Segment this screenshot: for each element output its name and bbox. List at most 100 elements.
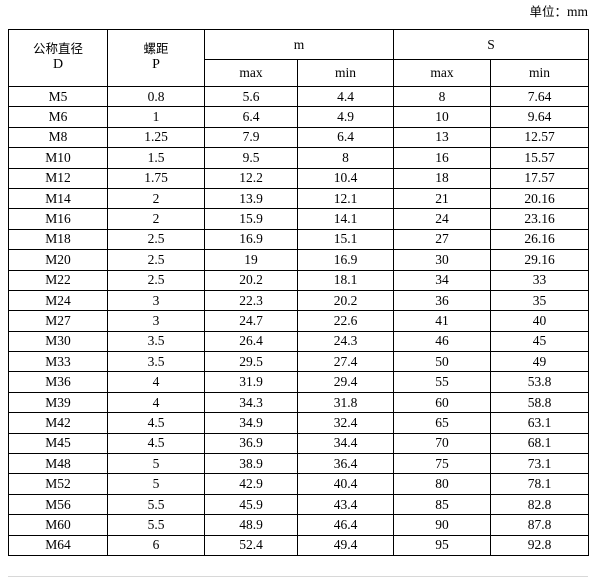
cell-nominal-diameter: M39: [8, 391, 108, 414]
cell-s-min: 35: [490, 289, 590, 312]
unit-note-label: 单位：: [529, 4, 567, 19]
table-row: M36 4 31.9 29.4 55 53.8: [8, 371, 590, 393]
cell-m-min: 27.4: [296, 351, 395, 373]
cell-pitch: 4: [107, 391, 205, 414]
cell-m-min: 4.4: [296, 85, 395, 108]
cell-nominal-diameter: M16: [8, 208, 108, 230]
cell-s-min: 45: [490, 330, 590, 353]
table-row: M12 1.75 12.2 10.4 18 17.57: [8, 167, 590, 189]
cell-nominal-diameter: M24: [8, 289, 108, 312]
cell-nominal-diameter: M33: [8, 351, 108, 373]
cell-s-min: 20.16: [490, 187, 590, 210]
cell-s-max: 27: [393, 228, 492, 251]
table-row: M24 3 22.3 20.2 36 35: [8, 289, 590, 312]
cell-m-max: 38.9: [204, 453, 298, 475]
cell-nominal-diameter: M42: [8, 412, 108, 434]
cell-pitch: 2: [107, 208, 205, 230]
cell-pitch: 4.5: [107, 412, 205, 434]
cell-s-max: 46: [393, 330, 492, 353]
cell-pitch: 0.8: [107, 85, 205, 108]
unit-note-value: mm: [566, 4, 588, 19]
table-row: M56 5.5 45.9 43.4 85 82.8: [8, 493, 590, 516]
table-row: M6 1 6.4 4.9 10 9.64: [8, 106, 590, 128]
table-row: M30 3.5 26.4 24.3 46 45: [8, 330, 590, 353]
cell-m-min: 40.4: [296, 473, 395, 495]
table-row: M42 4.5 34.9 32.4 65 63.1: [8, 412, 590, 434]
cell-m-min: 10.4: [296, 167, 395, 189]
cell-s-min: 33: [490, 269, 590, 291]
cell-nominal-diameter: M12: [8, 167, 108, 189]
cell-m-min: 16.9: [296, 249, 395, 271]
table-row: M16 2 15.9 14.1 24 23.16: [8, 208, 590, 230]
cell-s-max: 13: [393, 126, 492, 149]
column-header-m-max: max: [204, 59, 298, 87]
cell-s-max: 60: [393, 391, 492, 414]
table-row: M20 2.5 19 16.9 30 29.16: [8, 249, 590, 271]
cell-nominal-diameter: M27: [8, 310, 108, 332]
cell-s-max: 55: [393, 371, 492, 393]
column-header-pitch-cjk: 螺距: [143, 41, 169, 57]
column-header-s-max: max: [393, 59, 492, 87]
cell-s-max: 18: [393, 167, 492, 189]
cell-pitch: 4: [107, 371, 205, 393]
cell-m-min: 32.4: [296, 412, 395, 434]
footer-rule: [8, 576, 588, 577]
cell-s-min: 23.16: [490, 208, 590, 230]
cell-s-min: 53.8: [490, 371, 590, 393]
cell-s-min: 17.57: [490, 167, 590, 189]
cell-s-max: 65: [393, 412, 492, 434]
table-body: M5 0.8 5.6 4.4 8 7.64 M6 1 6.4 4.9 10 9.64 M8 1.25 7.9…: [8, 85, 590, 556]
cell-m-max: 36.9: [204, 432, 298, 455]
cell-m-min: 8: [296, 147, 395, 169]
cell-m-max: 13.9: [204, 187, 298, 210]
cell-m-max: 48.9: [204, 514, 298, 536]
cell-s-min: 12.57: [490, 126, 590, 149]
cell-s-max: 10: [393, 106, 492, 128]
cell-s-min: 15.57: [490, 147, 590, 169]
cell-m-max: 34.3: [204, 391, 298, 414]
cell-pitch: 2.5: [107, 228, 205, 251]
cell-pitch: 5.5: [107, 514, 205, 536]
table-row: M45 4.5 36.9 34.4 70 68.1: [8, 432, 590, 455]
cell-nominal-diameter: M10: [8, 147, 108, 169]
cell-nominal-diameter: M8: [8, 126, 108, 149]
table-row: M52 5 42.9 40.4 80 78.1: [8, 473, 590, 495]
table-header: 公称直径 D 螺距 P m S max min max min: [8, 29, 590, 87]
cell-m-min: 15.1: [296, 228, 395, 251]
cell-m-min: 43.4: [296, 493, 395, 516]
cell-m-max: 31.9: [204, 371, 298, 393]
cell-m-min: 20.2: [296, 289, 395, 312]
column-header-group-s: S: [393, 29, 590, 60]
cell-pitch: 5.5: [107, 493, 205, 516]
cell-pitch: 3: [107, 310, 205, 332]
cell-m-max: 34.9: [204, 412, 298, 434]
cell-m-min: 34.4: [296, 432, 395, 455]
cell-m-min: 22.6: [296, 310, 395, 332]
cell-s-min: 68.1: [490, 432, 590, 455]
cell-s-min: 63.1: [490, 412, 590, 434]
table-row: M64 6 52.4 49.4 95 92.8: [8, 534, 590, 556]
cell-nominal-diameter: M5: [8, 85, 108, 108]
table-row: M48 5 38.9 36.4 75 73.1: [8, 453, 590, 475]
table-row: M5 0.8 5.6 4.4 8 7.64: [8, 85, 590, 108]
cell-nominal-diameter: M30: [8, 330, 108, 353]
cell-nominal-diameter: M20: [8, 249, 108, 271]
cell-s-min: 92.8: [490, 534, 590, 556]
cell-s-max: 41: [393, 310, 492, 332]
cell-pitch: 1.25: [107, 126, 205, 149]
cell-s-max: 80: [393, 473, 492, 495]
column-header-pitch: 螺距 P: [107, 29, 205, 87]
cell-s-max: 70: [393, 432, 492, 455]
cell-s-min: 73.1: [490, 453, 590, 475]
cell-s-max: 8: [393, 85, 492, 108]
cell-m-max: 5.6: [204, 85, 298, 108]
column-header-s-min: min: [490, 59, 590, 87]
table-row: M33 3.5 29.5 27.4 50 49: [8, 351, 590, 373]
cell-s-min: 7.64: [490, 85, 590, 108]
cell-s-max: 85: [393, 493, 492, 516]
cell-nominal-diameter: M14: [8, 187, 108, 210]
cell-m-min: 18.1: [296, 269, 395, 291]
cell-pitch: 2.5: [107, 249, 205, 271]
cell-s-min: 78.1: [490, 473, 590, 495]
